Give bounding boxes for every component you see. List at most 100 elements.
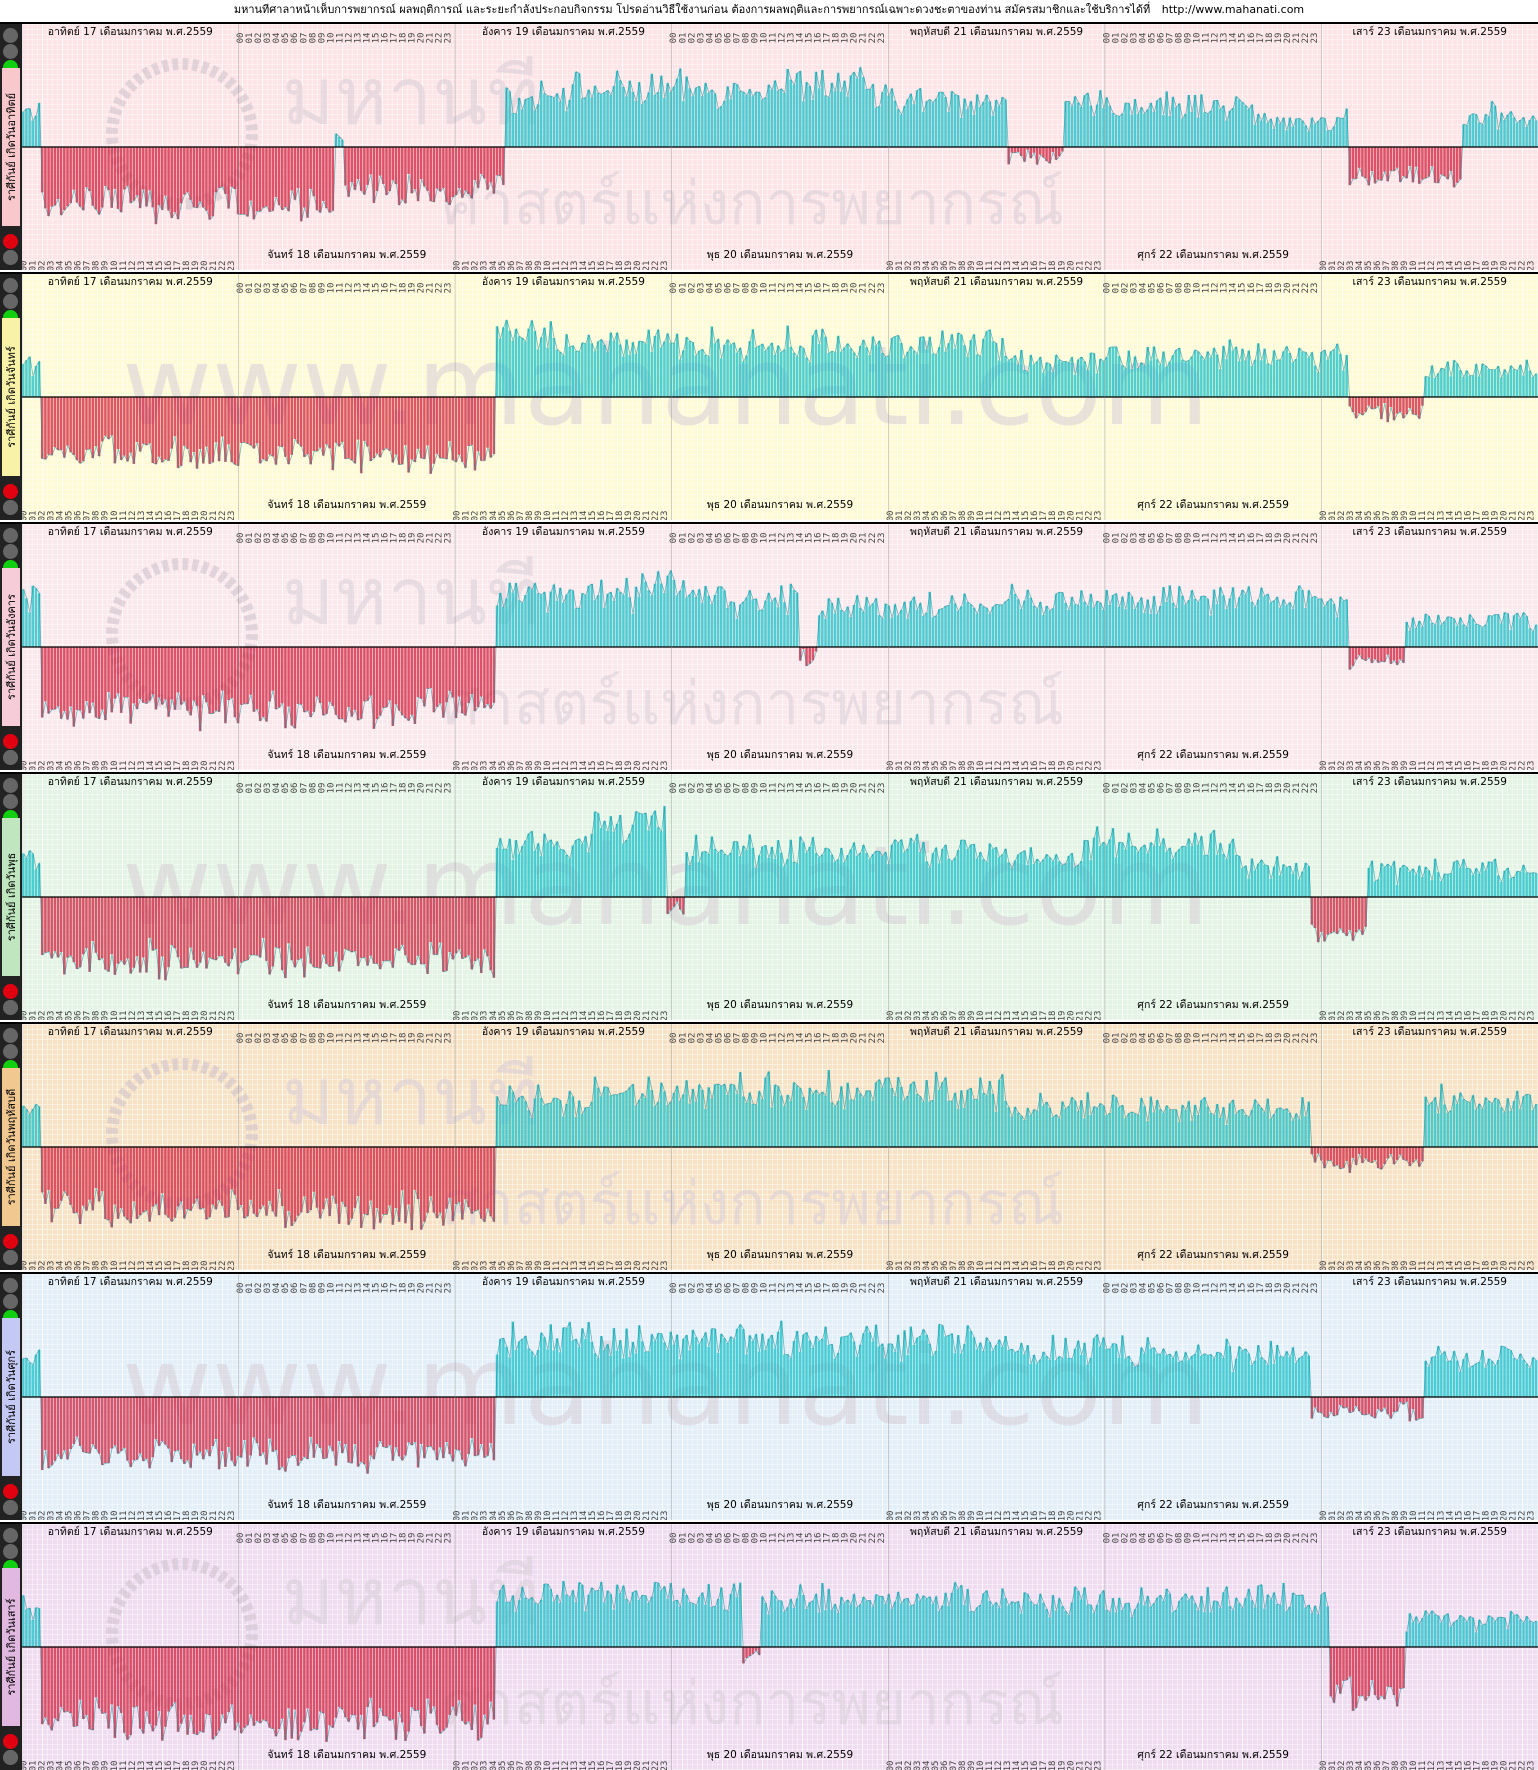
bar — [912, 596, 916, 647]
bar — [1203, 1612, 1206, 1647]
bar — [997, 106, 1001, 147]
hour-tick-label: 15 — [155, 1761, 165, 1770]
watermark: มหานทีศาสตร์แห่งการพยากรณ์ — [106, 1550, 1064, 1739]
bar — [558, 1100, 562, 1147]
hour-tick-label: 20 — [850, 533, 860, 544]
bar — [126, 1397, 129, 1461]
bar — [688, 594, 691, 647]
grid — [22, 774, 1538, 1020]
hour-tick-label: 07 — [732, 1033, 742, 1044]
bar — [1503, 1617, 1506, 1647]
bar — [1228, 339, 1232, 397]
bar — [160, 1397, 164, 1442]
hour-tick-label: 15 — [805, 783, 815, 794]
bar — [1029, 355, 1033, 397]
hour-tick-label: 06 — [74, 1511, 84, 1520]
red-light-icon — [3, 1484, 18, 1499]
hour-tick-label: 07 — [732, 533, 742, 544]
bar — [735, 841, 739, 897]
bar — [798, 345, 802, 397]
bar — [978, 1077, 982, 1147]
bar — [978, 356, 982, 397]
hour-tick-label: 09 — [317, 33, 327, 44]
bar — [391, 897, 395, 968]
hour-tick-label: 23 — [877, 1033, 887, 1044]
bar — [464, 1397, 467, 1467]
hour-tick-label: 08 — [1391, 261, 1401, 270]
bar — [1459, 370, 1462, 397]
hour-tick-label: 14 — [146, 1011, 156, 1020]
bar — [340, 897, 344, 961]
bar — [751, 1341, 755, 1397]
bar — [802, 348, 805, 397]
hour-tick-label: 23 — [877, 283, 887, 294]
bar — [1301, 1097, 1304, 1147]
bar — [874, 1594, 878, 1647]
bar — [552, 846, 556, 897]
bar — [1506, 613, 1509, 647]
bar — [438, 1147, 442, 1213]
hour-tick-label: 21 — [859, 1283, 869, 1294]
bar — [1402, 397, 1405, 419]
bar — [546, 1584, 549, 1647]
hour-tick-label: 06 — [940, 761, 950, 770]
bar — [852, 1594, 856, 1647]
bar — [366, 1147, 369, 1216]
bar — [50, 647, 53, 710]
bar — [476, 897, 480, 959]
bar — [912, 842, 916, 897]
hour-tick-label: 13 — [353, 783, 363, 794]
bar — [1114, 115, 1118, 147]
bar — [1222, 105, 1225, 147]
hour-tick-label: 03 — [913, 1011, 923, 1020]
bar — [91, 397, 95, 459]
hour-tick-label: 00 — [22, 1011, 30, 1020]
bar — [236, 1647, 240, 1723]
bar — [1462, 624, 1465, 647]
bar — [290, 397, 294, 455]
bar — [1361, 647, 1364, 660]
bar — [1212, 100, 1216, 147]
hour-tick-label: 13 — [1436, 261, 1446, 270]
bar — [663, 1091, 666, 1147]
hour-tick-label: 21 — [1075, 1011, 1085, 1020]
bar — [1136, 113, 1140, 147]
bar — [410, 897, 414, 965]
bar — [1184, 604, 1187, 647]
bar — [202, 147, 205, 208]
bar — [119, 897, 123, 961]
bar — [1193, 94, 1197, 147]
bar — [1159, 1595, 1162, 1647]
bar — [1288, 1606, 1292, 1647]
bar — [840, 91, 843, 147]
bar — [1095, 826, 1099, 897]
bar — [1143, 365, 1146, 397]
hour-tick-label: 00 — [886, 761, 896, 770]
hour-tick-label: 15 — [588, 1511, 598, 1520]
bar — [37, 1106, 41, 1147]
bar — [1149, 1349, 1153, 1397]
hour-tick-label: 00 — [669, 33, 679, 44]
bar — [609, 592, 613, 647]
side-label: ราศีกันย์ เกิดวันพฤหัสบดี — [2, 1068, 20, 1226]
bar — [1013, 594, 1017, 647]
hour-tick-label: 19 — [841, 1533, 851, 1544]
hour-tick-label: 13 — [1220, 33, 1230, 44]
bar — [1440, 147, 1443, 175]
bar — [1367, 147, 1371, 186]
hour-tick-label: 05 — [281, 1533, 291, 1544]
bar — [795, 356, 799, 397]
bar — [577, 351, 581, 397]
bar — [363, 397, 366, 441]
hour-tick-label: 03 — [1129, 1283, 1139, 1294]
bar — [1102, 1105, 1105, 1147]
bar — [937, 863, 941, 897]
hour-tick-label: 09 — [750, 1283, 760, 1294]
hour-tick-label: 23 — [1093, 1261, 1103, 1270]
header-url[interactable]: http://www.mahanati.com — [1161, 3, 1305, 16]
bar — [915, 1337, 919, 1397]
bar — [476, 397, 480, 452]
bar — [1326, 897, 1329, 935]
bar — [805, 82, 808, 147]
hour-tick-label: 01 — [1111, 1033, 1121, 1044]
